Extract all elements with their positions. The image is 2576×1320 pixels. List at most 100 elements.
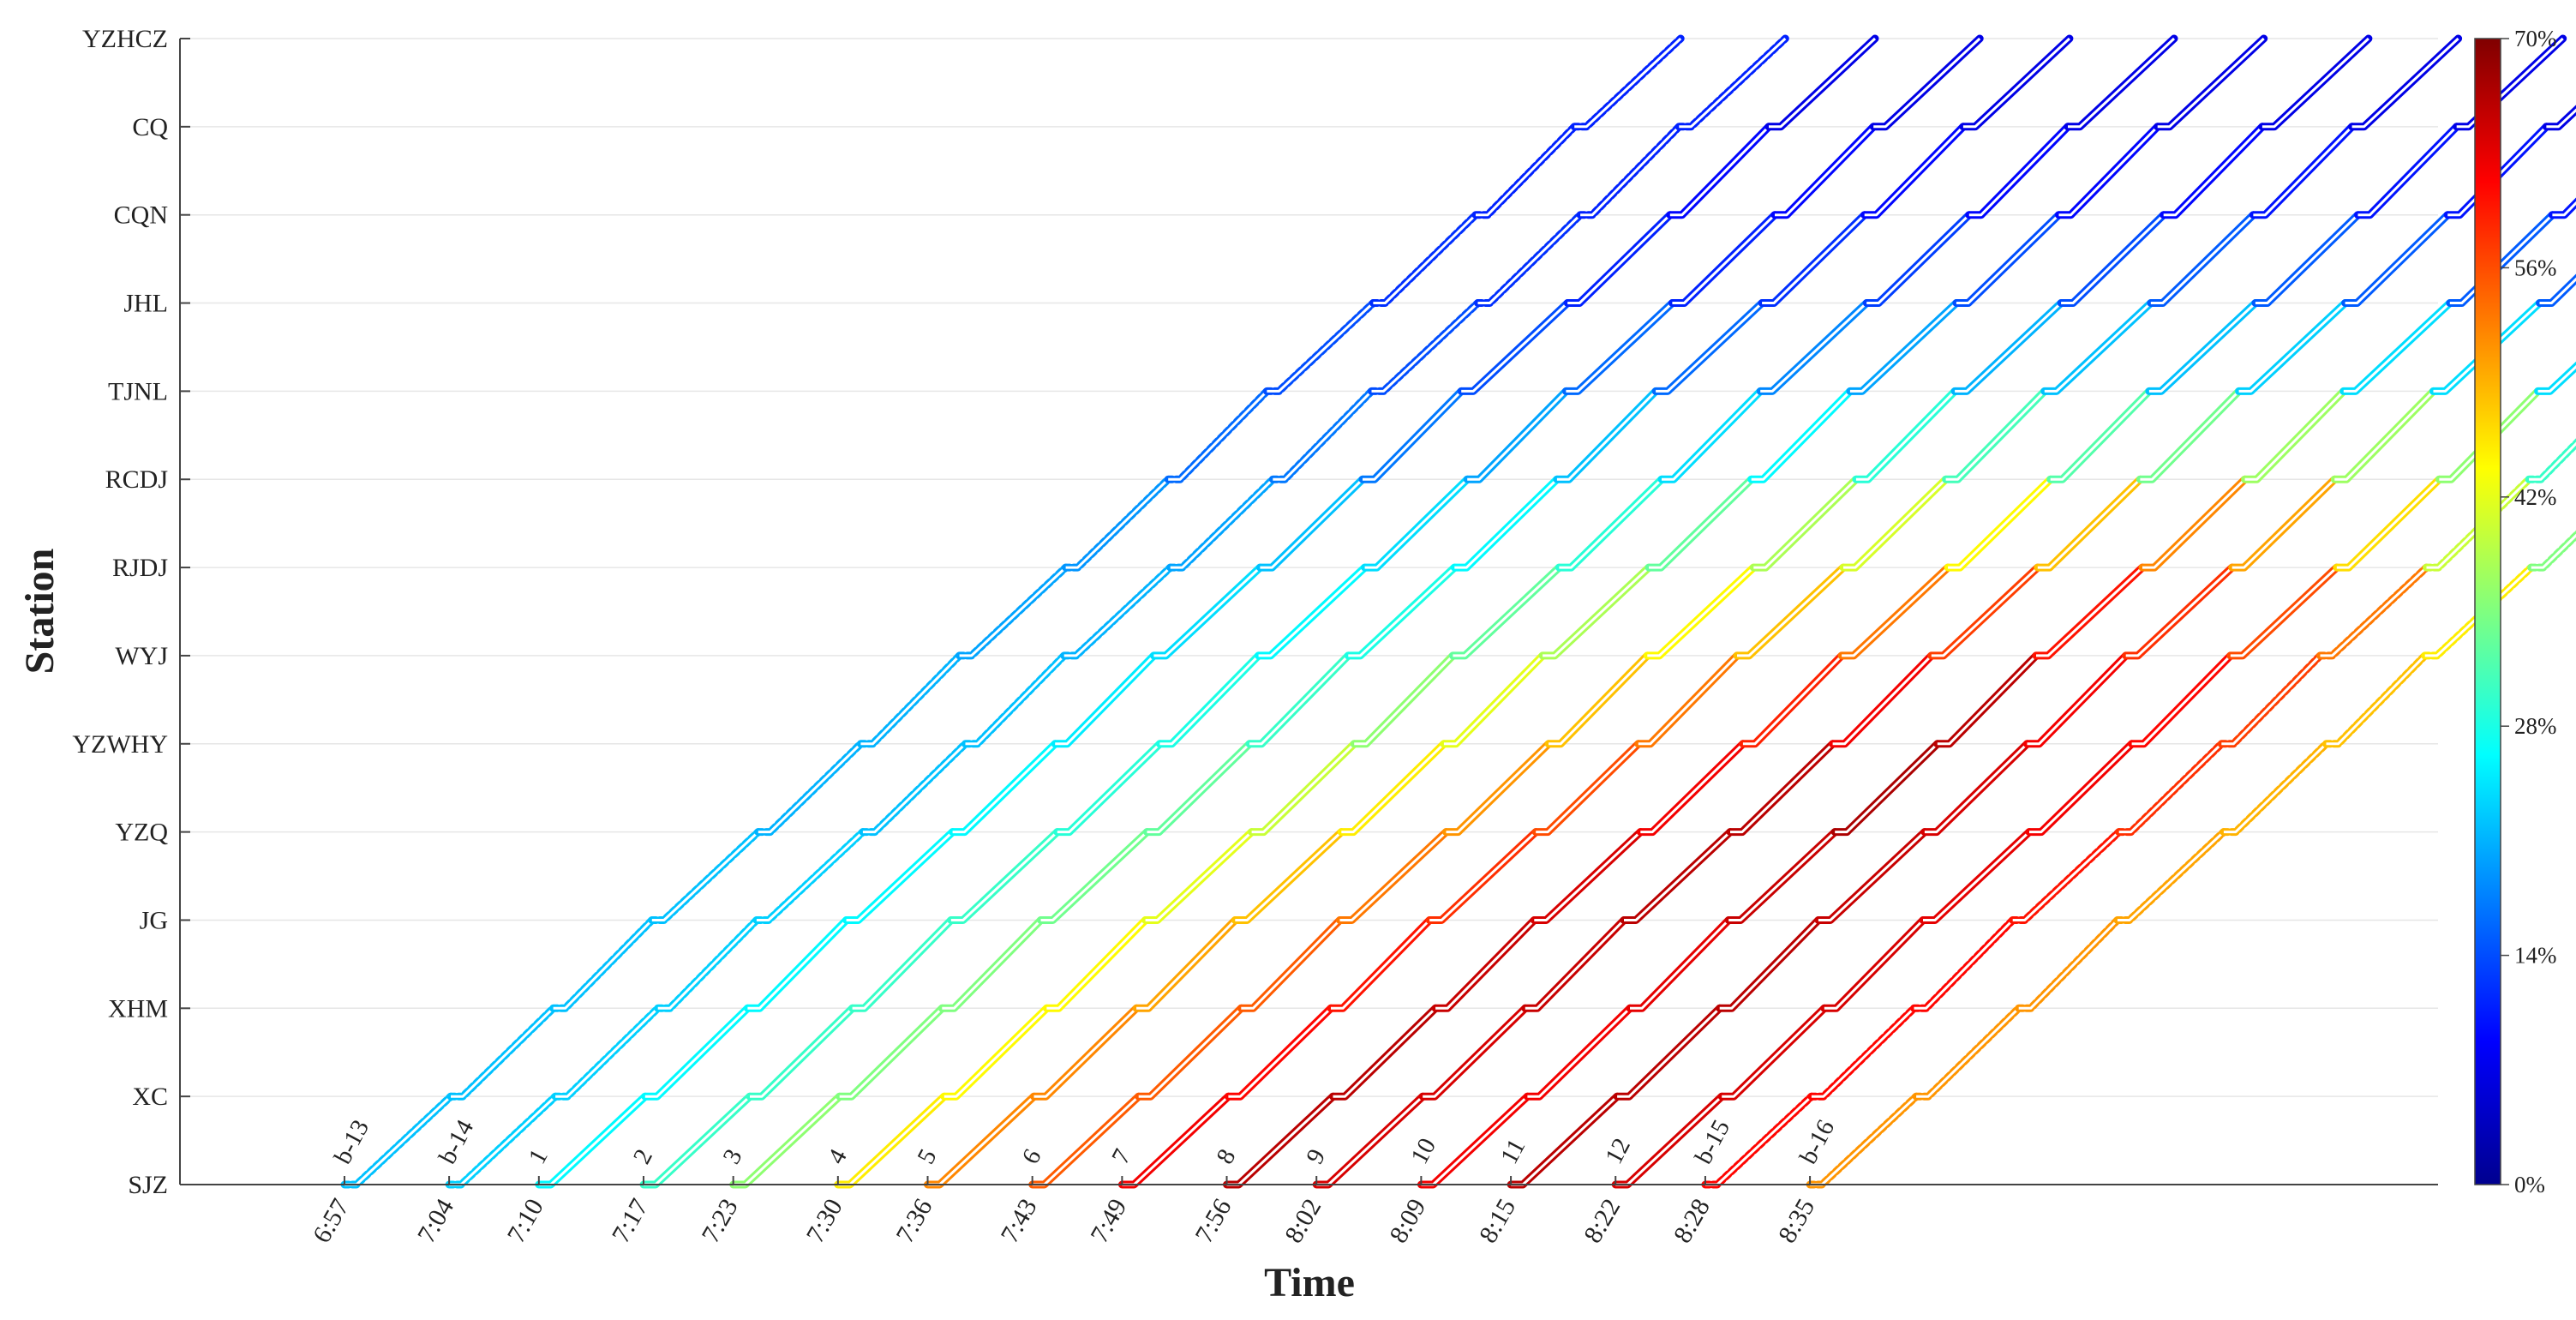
x-tick-label: 7:36 (890, 1194, 938, 1248)
train-9-segment-core (2239, 303, 2345, 392)
train-label-6: 6 (1017, 1144, 1047, 1168)
train-2-segment-core (750, 1008, 853, 1096)
train-label-10: 10 (1405, 1134, 1441, 1169)
train-6-segment-core (1856, 391, 1955, 479)
train-b-14-segment-core (966, 656, 1064, 744)
train-8-segment-core (2255, 215, 2358, 303)
train-7-segment-core (2253, 127, 2351, 215)
train-8-segment-core (1842, 567, 1948, 656)
train-label-9: 9 (1301, 1144, 1331, 1168)
train-b-15-segment-core (2013, 832, 2119, 921)
train-1-segment-core (539, 1096, 645, 1185)
train-1-segment-core (747, 921, 846, 1009)
x-tick-label: 8:28 (1668, 1194, 1716, 1248)
train-1-segment-core (1363, 391, 1461, 479)
train-7-segment-core (1638, 656, 1737, 744)
train-10-segment-core (1630, 921, 1728, 1009)
train-11-segment-core (2126, 567, 2232, 656)
train-5-segment-core (2158, 39, 2264, 127)
train-9-segment-core (1423, 1008, 1525, 1096)
train-4-segment-core (944, 1008, 1047, 1096)
train-label-7: 7 (1106, 1144, 1136, 1168)
train-11 (1511, 39, 2576, 1185)
train-2-segment-core (1365, 479, 1468, 567)
train-b-13-segment-core (1066, 479, 1169, 567)
colorbar-label: 0% (2514, 1172, 2545, 1197)
series-layer (344, 39, 2576, 1185)
train-2-segment-core (1259, 567, 1365, 656)
train-b-13-segment-core (1168, 391, 1267, 479)
train-4-segment-core (838, 1096, 944, 1185)
train-10-segment-core (2036, 567, 2142, 656)
train-9 (1316, 39, 2576, 1185)
colorbar-label: 14% (2514, 943, 2557, 969)
train-11-segment-core (2334, 391, 2433, 479)
train-3-segment-core (1041, 832, 1147, 921)
train-9-segment-core (1316, 1096, 1423, 1185)
train-b-13-segment-core (960, 567, 1066, 656)
train-5-segment-core (1235, 832, 1341, 921)
train-10-segment-core (1835, 744, 1938, 832)
train-9-segment-core (1525, 921, 1624, 1009)
train-b-14-segment-core (658, 921, 757, 1009)
train-7-segment-core (2151, 215, 2254, 303)
train-9-segment-core (1833, 656, 1932, 744)
train-2-segment-core (1672, 215, 1775, 303)
train-12-segment-core (2337, 479, 2440, 567)
train-8-segment-core (2051, 391, 2149, 479)
train-2-segment-core (853, 921, 951, 1009)
train-6-segment-core (1139, 1008, 1242, 1096)
train-7-segment-core (1946, 391, 2045, 479)
train-label-b-14: b-14 (434, 1115, 479, 1168)
train-4-segment-core (1354, 656, 1453, 744)
station-label: TJNL (108, 377, 168, 405)
train-b-14-segment-core (1171, 479, 1273, 567)
train-8-segment-core (1227, 1096, 1333, 1185)
train-6-segment-core (2164, 127, 2262, 215)
train-1-segment-core (1055, 656, 1153, 744)
train-4-segment-core (2068, 39, 2174, 127)
train-1-segment-core (1670, 127, 1769, 215)
train-12-segment-core (1722, 1008, 1824, 1096)
train-label-11: 11 (1495, 1135, 1531, 1169)
train-8-segment-core (2149, 303, 2255, 392)
train-5-segment-core (1752, 391, 1850, 479)
train-b-15-segment-core (2119, 744, 2222, 832)
train-5-segment-core (1850, 303, 1956, 392)
train-1-segment-core (1260, 479, 1363, 567)
train-4-segment-core (1252, 744, 1355, 832)
train-11-segment-core (1511, 1096, 1617, 1185)
train-9-segment-core (1624, 832, 1730, 921)
train-4-segment-core (1969, 127, 2068, 215)
train-9-segment-core (2345, 215, 2448, 303)
train-5-segment-core (2059, 127, 2158, 215)
y-axis-title: Station (17, 549, 63, 675)
train-3-segment-core (734, 1096, 840, 1185)
station-label: RJDJ (112, 554, 168, 582)
train-1-segment-core (1153, 567, 1260, 656)
train-4-segment-core (1046, 921, 1145, 1009)
station-label: JHL (123, 290, 168, 318)
train-11-segment-core (2232, 479, 2335, 567)
x-tick-label: 7:17 (607, 1194, 654, 1248)
train-12-segment-core (2029, 744, 2132, 832)
train-b-14-segment-core (1273, 391, 1371, 479)
train-label-3: 3 (718, 1144, 748, 1168)
train-7-segment-core (1331, 921, 1429, 1009)
train-10-segment-core (2142, 479, 2245, 567)
train-7-segment-core (1429, 832, 1536, 921)
station-label: WYJ (115, 642, 168, 670)
train-6-segment-core (1955, 303, 2061, 392)
train-10-segment-core (1938, 656, 2036, 744)
train-b-13-segment-core (1267, 303, 1373, 392)
train-6-segment-core (1447, 744, 1549, 832)
train-5-segment-core (1956, 215, 2059, 303)
train-b-13-segment-core (1373, 215, 1476, 303)
train-12-segment-core (2538, 303, 2576, 392)
train-b-13-segment-core (860, 656, 959, 744)
train-12-segment-core (2132, 656, 2231, 744)
train-b-15-segment-core (1914, 921, 2013, 1009)
train-3-segment-core (1249, 656, 1348, 744)
